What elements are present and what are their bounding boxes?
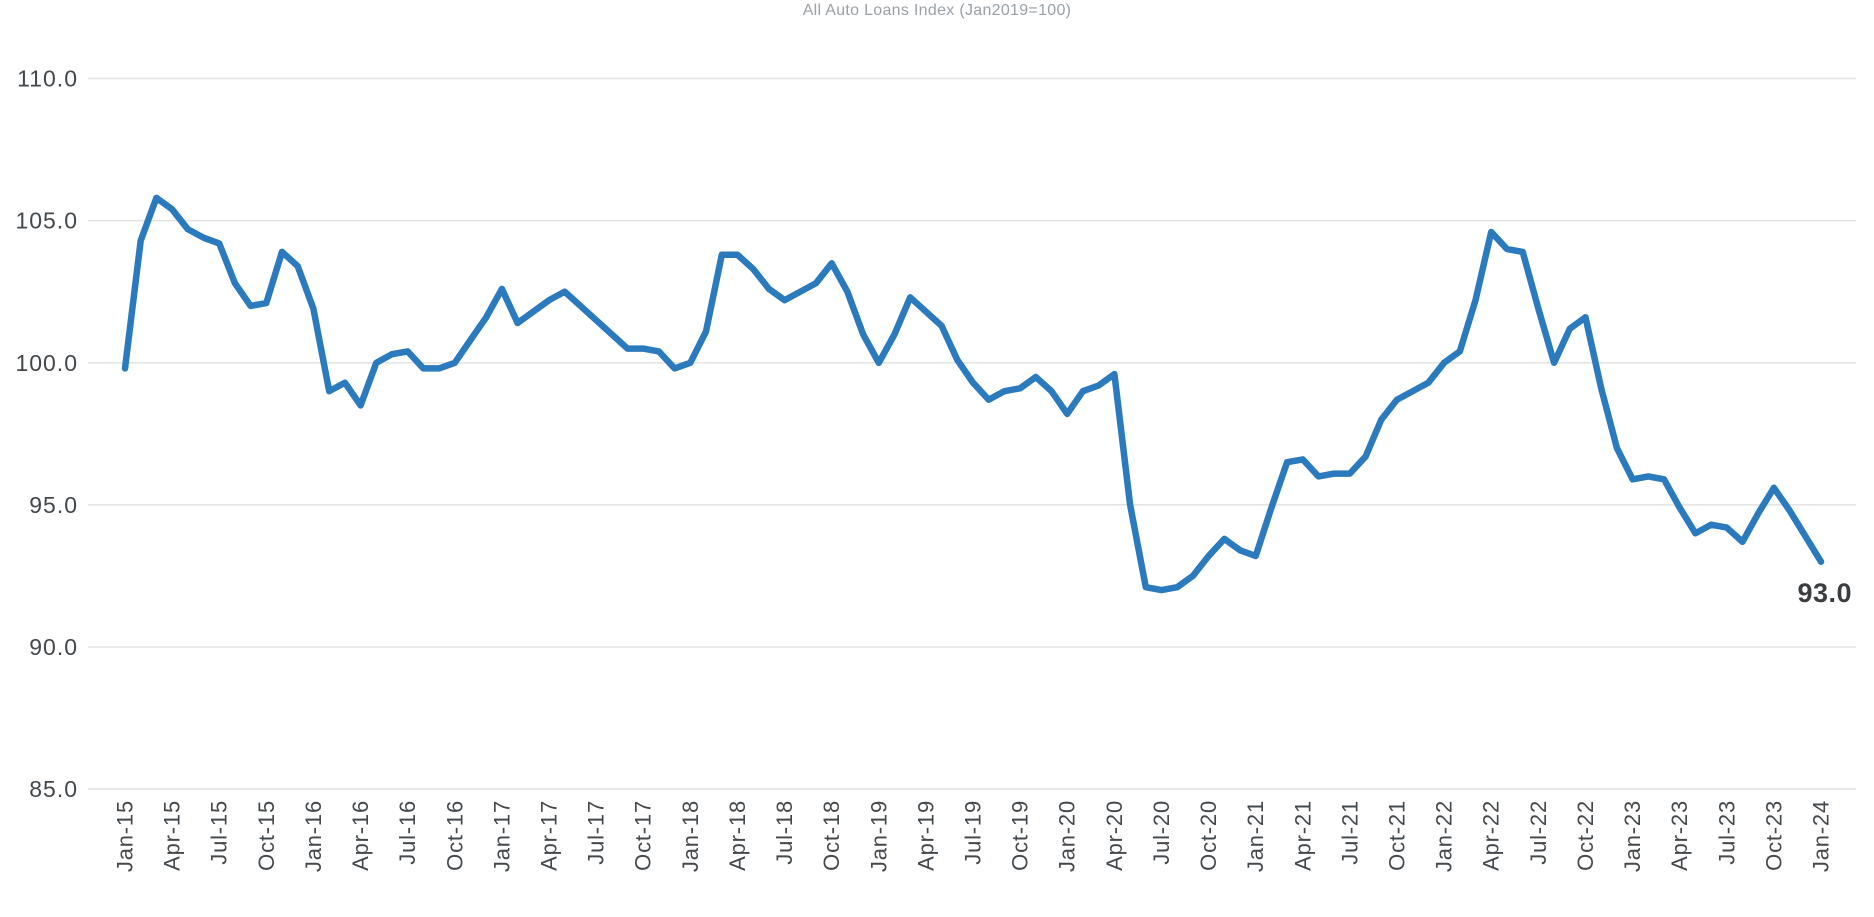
x-axis-tick-label: Oct-17 bbox=[631, 800, 656, 871]
x-axis-tick-label: Apr-20 bbox=[1102, 800, 1127, 871]
x-axis-tick-label: Oct-18 bbox=[819, 800, 844, 871]
chart-title: All Auto Loans Index (Jan2019=100) bbox=[802, 2, 1072, 19]
last-value-label: 93.0 bbox=[1797, 578, 1852, 608]
x-axis-tick-label: Jan-18 bbox=[678, 800, 703, 872]
y-axis-tick-label: 95.0 bbox=[29, 492, 78, 518]
x-axis-tick-label: Oct-23 bbox=[1761, 800, 1786, 871]
x-axis-tick-label: Jan-22 bbox=[1432, 800, 1457, 872]
x-axis-tick-label: Oct-21 bbox=[1385, 800, 1410, 871]
index-line bbox=[121, 194, 1825, 594]
x-axis-tick-label: Jan-16 bbox=[301, 800, 326, 872]
y-axis-tick-label: 110.0 bbox=[17, 66, 78, 92]
x-axis-tick-label: Oct-20 bbox=[1196, 800, 1221, 871]
x-axis-tick-label: Apr-21 bbox=[1290, 800, 1315, 871]
x-axis-tick-label: Apr-17 bbox=[537, 800, 562, 871]
x-axis-tick-label: Oct-22 bbox=[1573, 800, 1598, 871]
x-axis-tick-label: Jul-21 bbox=[1337, 800, 1362, 865]
x-axis-tick-label: Jul-23 bbox=[1714, 800, 1739, 865]
x-axis-tick-label: Oct-15 bbox=[254, 800, 279, 871]
x-axis-tick-label: Apr-18 bbox=[725, 800, 750, 871]
gridlines bbox=[88, 77, 1856, 790]
x-axis-tick-label: Apr-23 bbox=[1667, 800, 1692, 871]
x-axis-tick-label: Apr-19 bbox=[913, 800, 938, 871]
y-axis-labels: 110.0 105.0 100.0 95.0 90.0 85.0 bbox=[15, 66, 78, 802]
x-axis-tick-label: Jul-18 bbox=[772, 800, 797, 865]
x-axis-tick-label: Jan-21 bbox=[1243, 800, 1268, 872]
x-axis-tick-label: Jan-17 bbox=[489, 800, 514, 872]
x-axis-tick-label: Jan-23 bbox=[1620, 800, 1645, 872]
x-axis-tick-label: Jan-15 bbox=[113, 800, 138, 872]
x-axis-tick-label: Jul-15 bbox=[207, 800, 232, 865]
x-axis-tick-label: Jul-19 bbox=[961, 800, 986, 865]
y-axis-tick-label: 105.0 bbox=[15, 208, 78, 234]
x-axis-tick-label: Jul-22 bbox=[1526, 800, 1551, 865]
x-axis-tick-label: Apr-15 bbox=[160, 800, 185, 871]
x-axis-tick-label: Jul-16 bbox=[395, 800, 420, 865]
y-axis-tick-label: 90.0 bbox=[29, 634, 78, 660]
x-axis-tick-label: Jul-17 bbox=[584, 800, 609, 865]
x-axis-tick-label: Jan-20 bbox=[1055, 800, 1080, 872]
x-axis-tick-label: Jul-20 bbox=[1149, 800, 1174, 865]
x-axis-tick-label: Jan-19 bbox=[866, 800, 891, 872]
x-axis-tick-label: Apr-16 bbox=[348, 800, 373, 871]
y-axis-tick-label: 85.0 bbox=[29, 776, 78, 802]
x-axis-tick-label: Oct-19 bbox=[1008, 800, 1033, 871]
y-axis-tick-label: 100.0 bbox=[15, 350, 78, 376]
x-axis-tick-label: Oct-16 bbox=[442, 800, 467, 871]
x-axis-labels: Jan-15 Apr-15 Jul-15 Oct-15 Jan-16 Apr-16 Jul-… bbox=[113, 800, 1834, 872]
x-axis-tick-label: Jan-24 bbox=[1809, 800, 1834, 872]
x-axis-tick-label: Apr-22 bbox=[1479, 800, 1504, 871]
